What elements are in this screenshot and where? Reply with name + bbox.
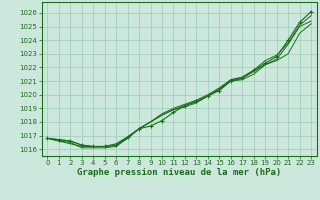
X-axis label: Graphe pression niveau de la mer (hPa): Graphe pression niveau de la mer (hPa)	[77, 168, 281, 177]
